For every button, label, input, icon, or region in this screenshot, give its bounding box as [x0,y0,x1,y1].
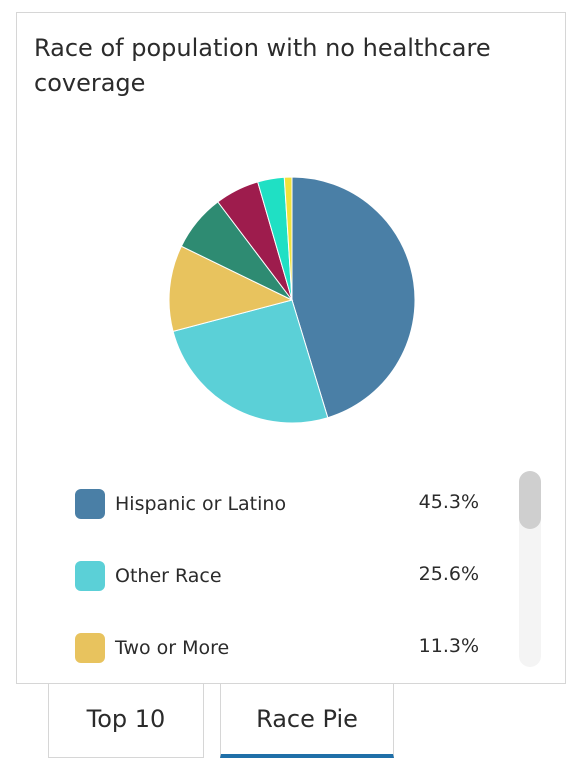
pie-slice-other-race[interactable] [172,299,329,424]
chart-title: Race of population with no healthcare co… [34,34,491,97]
legend-value: 25.6% [418,563,479,585]
legend-item-two-or-more[interactable]: Two or More 11.3% [75,631,495,665]
tab-race-pie[interactable]: Race Pie [220,684,394,758]
pie-slice-hispanic-or-latino[interactable] [291,176,416,419]
legend-value: 11.3% [418,635,479,657]
scrollbar-thumb[interactable] [519,471,541,529]
pie-chart [168,176,416,424]
legend-label: Two or More [115,637,230,659]
legend-scrollbar[interactable] [519,471,541,667]
pie-slice-slice-7[interactable] [283,176,293,301]
pie-slice-two-or-more[interactable] [168,245,294,332]
legend-item-hispanic-or-latino[interactable]: Hispanic or Latino 45.3% [75,487,495,521]
legend-label: Other Race [115,565,222,587]
legend-swatch [75,561,105,591]
legend: Hispanic or Latino 45.3% Other Race 25.6… [75,475,495,683]
tab-top-10[interactable]: Top 10 [48,684,204,758]
legend-swatch [75,489,105,519]
tab-bar: Top 10 Race Pie [48,684,394,764]
legend-label: Hispanic or Latino [115,493,287,515]
legend-item-other-race[interactable]: Other Race 25.6% [75,559,495,593]
chart-card: Race of population with no healthcare co… [16,12,566,684]
legend-swatch [75,633,105,663]
legend-value: 45.3% [418,491,479,513]
